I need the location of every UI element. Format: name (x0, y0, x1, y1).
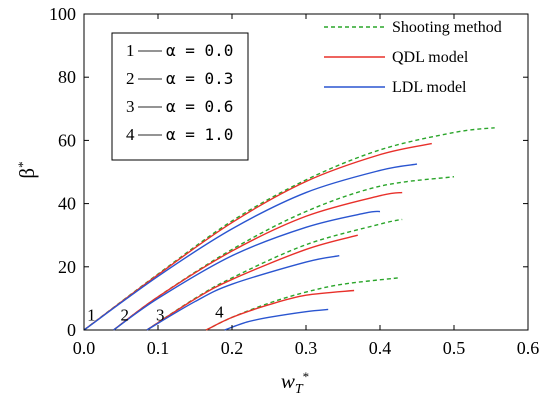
y-tick-label: 80 (58, 67, 76, 87)
legend-label: Shooting method (392, 19, 502, 36)
curve-number-label: 1 (87, 306, 96, 325)
x-axis-label: wT* (281, 369, 309, 397)
y-tick-label: 0 (67, 320, 76, 340)
curve-alpha-1-0-qdl-model (205, 289, 355, 331)
alpha-box-frame (111, 32, 249, 161)
plot-area: 0.0 0.1 0.2 0.3 0.4 0.5 0.6 0 20 40 60 80 100 1 2 3 4 (49, 4, 539, 358)
curve-alpha-0-6-shooting-method (146, 218, 403, 331)
alpha-entry-text: α = 0.3 (166, 69, 233, 88)
ticks-group: 0.0 0.1 0.2 0.3 0.4 0.5 0.6 0 20 40 60 80 100 (49, 4, 539, 358)
x-tick-label: 0.3 (295, 338, 318, 358)
legend: Shooting method QDL model LDL model (324, 19, 502, 96)
y-axis-label: β* (15, 161, 39, 178)
alpha-entry-text: α = 0.0 (166, 41, 233, 60)
x-tick-label: 0.1 (147, 338, 170, 358)
x-tick-label: 0.6 (517, 338, 540, 358)
y-tick-label: 60 (58, 130, 76, 150)
legend-label: QDL model (392, 49, 469, 66)
legend-label: LDL model (392, 79, 467, 96)
y-tick-label: 100 (49, 4, 76, 24)
x-tick-label: 0.0 (73, 338, 96, 358)
curve-alpha-0-0-shooting-method (83, 127, 495, 331)
y-tick-label: 20 (58, 257, 76, 277)
svg-text:wT*: wT* (281, 369, 309, 397)
x-tick-label: 0.5 (443, 338, 466, 358)
curve-alpha-0-3-qdl-model (113, 191, 403, 331)
curve-number-label: 3 (156, 306, 165, 325)
curve-alpha-0-0-ldl-model (83, 163, 418, 331)
curves-group (83, 127, 495, 331)
curve-alpha-0-3-shooting-method (113, 176, 455, 331)
svg-text:β*: β* (15, 161, 39, 178)
curve-alpha-0-6-qdl-model (146, 234, 358, 331)
alpha-entries: 1 α = 0.0 2 α = 0.3 3 α = 0.6 4 α = 1.0 (126, 41, 233, 144)
curve-alpha-0-3-ldl-model (113, 210, 381, 331)
curve-alpha-0-0-qdl-model (83, 142, 432, 331)
curve-alpha-1-0-shooting-method (205, 277, 399, 331)
alpha-entry-number: 1 (126, 41, 135, 60)
alpha-entry-text: α = 0.6 (166, 97, 233, 116)
x-tick-label: 0.4 (369, 338, 392, 358)
x-tick-label: 0.2 (221, 338, 244, 358)
curve-number-label: 2 (120, 306, 129, 325)
alpha-entry-number: 3 (126, 97, 135, 116)
alpha-entry-number: 4 (126, 125, 135, 144)
y-tick-label: 40 (58, 194, 76, 214)
curve-number-label: 4 (215, 302, 224, 321)
alpha-entry-number: 2 (126, 69, 135, 88)
curve-labels-group: 1 2 3 4 (87, 302, 224, 324)
alpha-box: 1 α = 0.0 2 α = 0.3 3 α = 0.6 4 α = 1.0 (111, 32, 249, 161)
curve-alpha-0-6-ldl-model (146, 255, 340, 331)
curve-alpha-1-0-ldl-model (224, 308, 329, 331)
alpha-entry-text: α = 1.0 (166, 125, 233, 144)
